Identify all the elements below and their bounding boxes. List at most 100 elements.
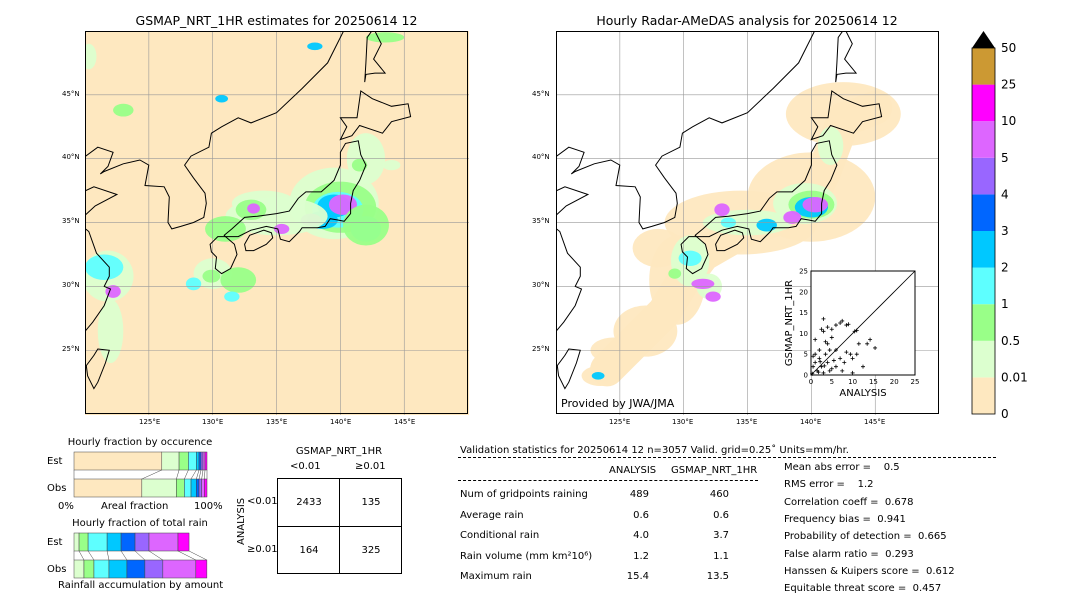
colorbar-label: 3 — [1001, 224, 1009, 238]
occurrence-est-segment — [200, 451, 204, 471]
scatter-point — [822, 363, 827, 368]
x-tick-label: 25 — [911, 378, 920, 386]
connector-line — [78, 550, 85, 561]
scatter-point — [817, 356, 822, 361]
y-tick-label: 0 — [804, 372, 808, 380]
coastline-sakhalin — [364, 31, 387, 83]
lon-tick: 125°E — [139, 418, 161, 426]
scatter-point — [844, 323, 849, 328]
score-item: Correlation coeff = 0.678 — [784, 496, 914, 508]
score-item: False alarm ratio = 0.293 — [784, 548, 914, 560]
occurrence-est-segment — [188, 451, 197, 471]
lon-tick: 145°E — [394, 418, 416, 426]
occurrence-obs-segment — [73, 478, 143, 498]
scatter-point — [813, 352, 818, 357]
scatter-point — [817, 348, 822, 353]
score-item: Equitable threat score = 0.457 — [784, 583, 942, 595]
occurrence-obs-segment — [198, 478, 202, 498]
rain-area — [714, 203, 730, 217]
lat-tick: 25°N — [532, 345, 550, 353]
scatter-point — [868, 337, 873, 342]
lat-tick: 40°N — [62, 153, 80, 161]
scatter-point — [840, 318, 845, 323]
connector-line — [148, 550, 163, 561]
total-rain-est-segment — [177, 532, 190, 552]
lat-tick: 45°N — [62, 90, 80, 98]
rain-area — [202, 269, 221, 283]
scatter-point — [865, 341, 870, 346]
colorbar-segment — [972, 84, 995, 122]
rain-area — [826, 101, 873, 127]
colorbar-label: 0.5 — [1001, 334, 1020, 348]
y-tick-label: 5 — [804, 351, 808, 359]
occurrence-est-segment — [202, 451, 206, 471]
stats-row-gsmap: 13.5 — [706, 571, 729, 582]
contingency-title: GSMAP_NRT_1HR — [295, 446, 383, 457]
coastline-kyushu — [209, 236, 238, 275]
colorbar-label: 1 — [1001, 297, 1009, 311]
right-map-title: Hourly Radar-AMeDAS analysis for 2025061… — [596, 13, 898, 28]
occurrence-est-segment — [196, 451, 200, 471]
y-tick-label: 25 — [799, 268, 808, 276]
rain-area — [678, 250, 702, 266]
stats-row-analysis: 489 — [629, 489, 649, 500]
scatter-point — [833, 323, 838, 328]
scatter-point — [848, 352, 853, 357]
coastline-taiwan — [556, 348, 581, 390]
colorbar-segment — [972, 231, 995, 268]
x-axis-label: ANALYSIS — [839, 388, 886, 399]
coastline-hokkaido — [810, 90, 883, 141]
rain-area — [215, 94, 229, 103]
connector-line — [177, 550, 196, 561]
x-tick-label: 5 — [830, 378, 834, 386]
occurrence-obs-segment — [204, 478, 208, 498]
rain-area — [85, 254, 124, 281]
total-rain-est-label: Est — [47, 537, 63, 548]
contingency-col-2: ≥0.01 — [355, 461, 386, 472]
scatter-point — [873, 345, 878, 350]
contingency-row-2: ≥0.01 — [247, 544, 278, 555]
rain-area — [185, 277, 202, 291]
rain-area — [632, 228, 684, 268]
occurrence-obs-segment — [176, 478, 185, 498]
coastline-kyushu — [680, 236, 709, 275]
occurrence-xmax: 100% — [194, 501, 223, 512]
map-frame — [556, 31, 939, 414]
connector-line — [201, 469, 204, 480]
colorbar-segment — [972, 48, 995, 85]
stats-col-analysis: ANALYSIS — [609, 465, 657, 476]
connector-line — [141, 469, 162, 480]
colorbar-segment — [972, 304, 995, 341]
lon-tick: 145°E — [864, 418, 886, 426]
x-tick-label: 10 — [848, 378, 857, 386]
connector-line — [184, 469, 189, 480]
coastline-sakhalin — [835, 31, 858, 83]
scatter-point — [823, 352, 828, 357]
scatter-point — [850, 356, 855, 361]
rain-area — [382, 159, 401, 171]
lon-tick: 125°E — [609, 418, 631, 426]
scatter-point — [825, 341, 830, 346]
scatter-point — [854, 352, 859, 357]
scatter-point — [831, 358, 836, 363]
total-rain-obs-segment — [162, 559, 197, 579]
stats-row-label: Conditional rain — [460, 530, 540, 541]
total-rain-est-segment — [134, 532, 150, 552]
colorbar-frame — [971, 47, 996, 415]
scatter-point — [811, 354, 816, 359]
rain-area — [97, 299, 124, 364]
rain-area — [247, 203, 260, 214]
gsmap-estimate-map — [85, 31, 469, 415]
connector-line — [198, 469, 202, 480]
colorbar: 0 0.01 0.5 1 2 3 4 5 10 25 50 — [971, 31, 1028, 420]
scatter-point — [838, 321, 843, 325]
rain-area — [85, 43, 97, 70]
colorbar-label: 4 — [1001, 187, 1009, 201]
connector-line — [176, 469, 180, 480]
coastline-shikoku — [244, 229, 274, 252]
colorbar-label: 50 — [1001, 41, 1016, 55]
occurrence-xlabel: Areal fraction — [101, 501, 169, 512]
scatter-point — [850, 370, 855, 375]
scatter-point — [838, 356, 843, 361]
coastline-honshu — [223, 140, 367, 243]
